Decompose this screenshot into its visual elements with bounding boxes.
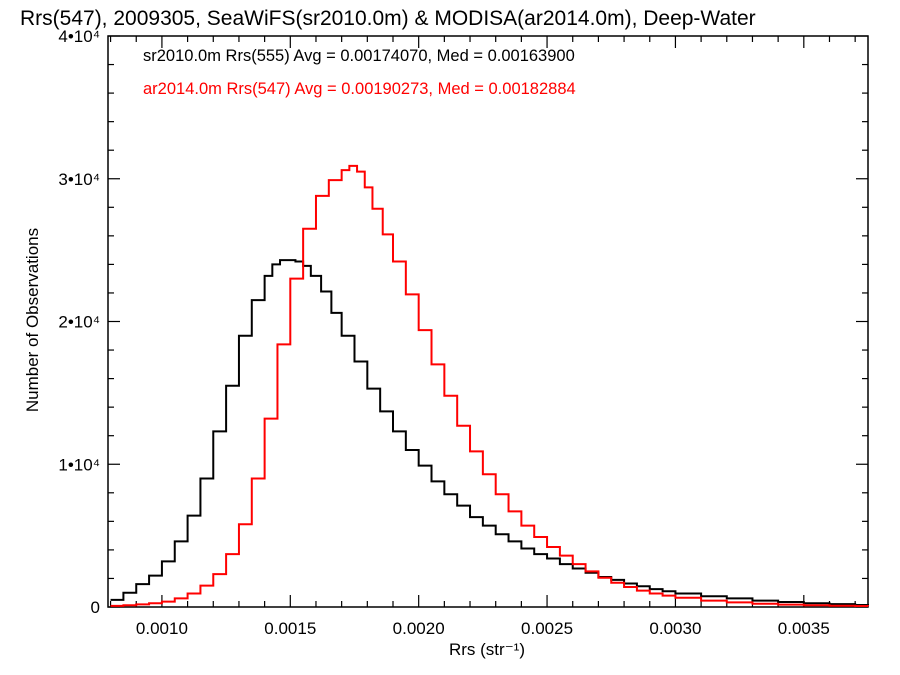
series-line-ar2014 <box>110 164 869 608</box>
y-tick-label: 4•10⁴ <box>58 27 100 46</box>
legend-entry-sr2010: sr2010.0m Rrs(555) Avg = 0.00174070, Med… <box>143 47 575 65</box>
x-tick-label: 0.0015 <box>264 619 316 638</box>
x-tick-label: 0.0020 <box>393 619 445 638</box>
y-tick-label: 3•10⁴ <box>58 170 100 189</box>
y-axis-ticks: 0 1•10⁴ 2•10⁴ 3•10⁴ 4•10⁴ <box>58 27 868 617</box>
x-axis-label: Rrs (str⁻¹) <box>449 640 525 659</box>
y-axis-label: Number of Observations <box>23 228 42 412</box>
x-axis-ticks: 0.0010 0.0015 0.0020 0.0025 0.0030 0.0035 <box>109 36 856 638</box>
y-tick-label: 1•10⁴ <box>58 455 100 474</box>
plot-frame <box>107 35 869 608</box>
legend-entry-ar2014: ar2014.0m Rrs(547) Avg = 0.00190273, Med… <box>143 80 576 98</box>
y-tick-label: 2•10⁴ <box>58 313 100 332</box>
series-line-sr2010 <box>110 259 869 607</box>
y-tick-label: 0 <box>91 598 100 617</box>
x-tick-label: 0.0030 <box>649 619 701 638</box>
x-tick-label: 0.0035 <box>778 619 830 638</box>
chart-title: Rrs(547), 2009305, SeaWiFS(sr2010.0m) & … <box>20 7 756 30</box>
series-group <box>110 164 869 608</box>
x-tick-label: 0.0025 <box>521 619 573 638</box>
x-tick-label: 0.0010 <box>136 619 188 638</box>
plot-border <box>107 35 869 608</box>
